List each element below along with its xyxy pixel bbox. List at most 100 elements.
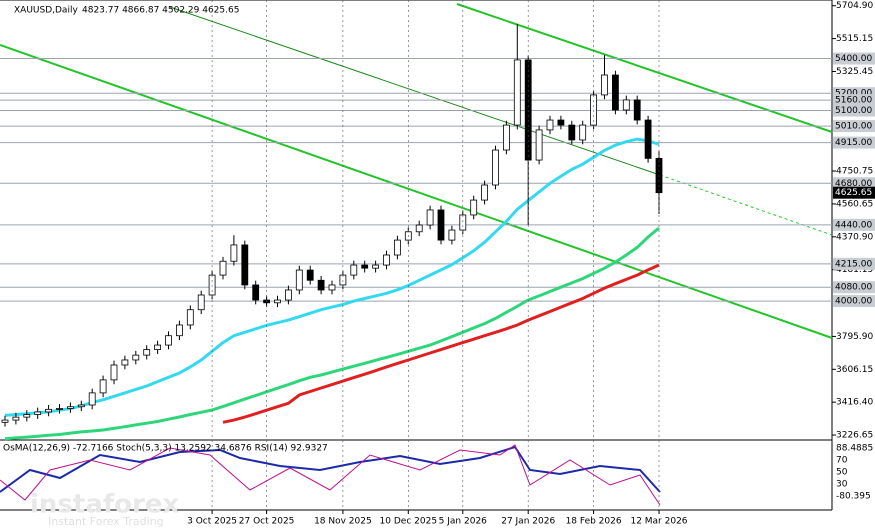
indicator-title: OsMA(12,26,9) -72.7166 Stoch(5,3,3) 13.2… — [3, 444, 328, 454]
y-tick-label: 3606.15 — [836, 365, 873, 375]
y-tick-label: 5704.90 — [836, 1, 873, 11]
y-tick-label: 4181.15 — [836, 265, 873, 275]
y-tick-label: 3226.65 — [836, 431, 873, 441]
candle-body — [12, 416, 20, 421]
level-box — [833, 281, 875, 294]
candle-body — [502, 124, 510, 151]
current-price-box — [833, 186, 875, 199]
candle-body — [121, 359, 129, 366]
indicator-scale-label: 30 — [836, 480, 848, 490]
candle-body — [1, 419, 9, 423]
indicator-line — [0, 444, 661, 506]
candle-body — [622, 99, 630, 111]
candle-body — [644, 119, 652, 159]
candle-body — [557, 119, 565, 126]
candle-body — [143, 349, 151, 356]
candle-body — [546, 119, 554, 131]
candle-body — [45, 408, 52, 413]
level-label: 4215.00 — [835, 259, 872, 269]
y-tick-label: 3795.90 — [836, 332, 873, 342]
candle-body — [437, 209, 445, 241]
candle-body — [470, 199, 478, 216]
level-label: 4440.00 — [835, 220, 872, 230]
candle-body — [426, 209, 434, 226]
moving-average — [4, 137, 660, 417]
level-box — [833, 94, 875, 107]
candle-body — [77, 404, 85, 408]
candle-body — [492, 149, 499, 186]
watermark-tagline: Instant Forex Trading — [48, 515, 164, 528]
x-tick-label: 27 Oct 2025 — [239, 517, 295, 527]
y-tick-label: 4370.90 — [836, 232, 873, 242]
level-label: 4080.00 — [835, 283, 872, 293]
candle-body — [350, 264, 358, 276]
candle-body — [513, 59, 521, 126]
indicator-scale-label: -80.395 — [836, 492, 871, 502]
level-label: 4915.00 — [835, 138, 872, 148]
x-tick-label: 10 Dec 2025 — [380, 517, 438, 527]
candle-body — [175, 324, 183, 337]
level-label: 5400.00 — [835, 54, 872, 64]
candle-body — [306, 269, 314, 281]
y-tick-label: 5325.45 — [836, 67, 873, 77]
candle-body — [34, 411, 42, 415]
x-tick-label: 27 Jan 2026 — [501, 517, 555, 527]
level-box — [833, 257, 875, 270]
candle-body — [165, 335, 172, 346]
indicator-scale-label: 88.4885 — [836, 444, 873, 454]
candle-body — [219, 260, 227, 276]
level-label: 5200.00 — [835, 89, 872, 99]
y-tick-label: 5515.15 — [836, 34, 873, 44]
candle-body — [579, 124, 587, 141]
candle-body — [56, 408, 63, 410]
indicator-scale-label: 70 — [836, 456, 848, 466]
plot — [0, 0, 832, 510]
level-label: 5160.00 — [835, 96, 872, 106]
watermark-brand: instaforex — [30, 490, 180, 520]
candle-body — [197, 294, 205, 311]
candle-body — [88, 392, 96, 406]
level-label: 5010.00 — [835, 122, 872, 132]
candle-body — [99, 379, 107, 394]
ohlc-header: 4823.77 4866.87 4502.29 4625.65 — [82, 6, 239, 16]
candle-body — [535, 129, 543, 161]
level-box — [833, 120, 875, 133]
candle-body — [612, 74, 619, 111]
candle-body — [568, 124, 576, 141]
moving-average — [4, 226, 660, 441]
trend-line — [0, 44, 833, 339]
candle-body — [372, 264, 380, 269]
y-tick-label: 4750.75 — [836, 167, 873, 177]
indicator-scale-label: 50 — [836, 468, 848, 478]
candle-body — [459, 214, 467, 231]
level-label: 5100.00 — [835, 106, 872, 116]
level-box — [833, 136, 875, 149]
candle-body — [481, 184, 489, 201]
candle-body — [274, 299, 281, 304]
candle-body — [295, 269, 303, 291]
candle-body — [317, 279, 325, 291]
candle-body — [67, 406, 74, 409]
candle-body — [284, 289, 292, 301]
candle-body — [361, 264, 369, 269]
y-tick-label: 3416.40 — [836, 398, 873, 408]
x-tick-label: 5 Jan 2026 — [439, 517, 487, 527]
x-tick-label: 3 Oct 2025 — [187, 517, 237, 527]
x-tick-label: 12 Mar 2026 — [630, 517, 687, 527]
chart-title: XAUUSD,Daily — [14, 6, 78, 16]
level-box — [833, 218, 875, 231]
candle-body — [23, 414, 31, 418]
level-box — [833, 52, 875, 65]
candle-body — [110, 364, 118, 381]
candle-body — [154, 344, 162, 350]
candle-body — [241, 244, 249, 286]
x-tick-label: 18 Nov 2025 — [314, 517, 372, 527]
candle-body — [328, 284, 336, 291]
level-box — [833, 177, 875, 190]
y-tick-label: 4560.65 — [836, 199, 873, 209]
level-box — [833, 295, 875, 308]
moving-average — [222, 263, 660, 424]
candle-body — [230, 244, 238, 262]
